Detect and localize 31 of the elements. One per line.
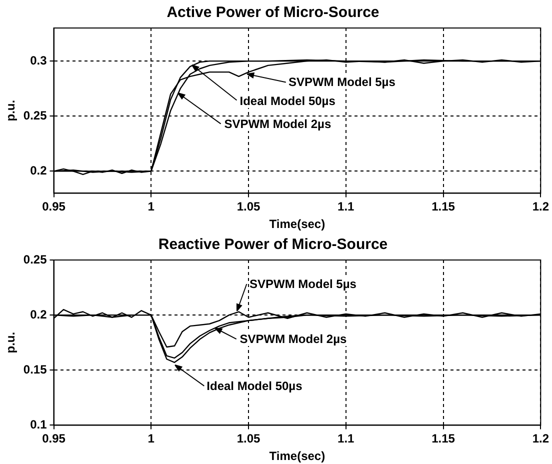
annotation: Ideal Model 50µs [206, 378, 304, 393]
x-tick-label: 1.15 [432, 200, 456, 214]
annotation: SVPWM Model 5µs [248, 277, 358, 292]
y-tick-label: 0.2 [30, 307, 48, 322]
x-axis-title: Time(sec) [269, 449, 326, 464]
annotation: SVPWM Model 5µs [287, 74, 396, 89]
x-tick-label: 1.15 [432, 432, 456, 446]
x-tick-label: 1 [148, 200, 155, 214]
x-axis-title: Time(sec) [269, 217, 326, 232]
x-tick-label: 1.05 [236, 432, 261, 446]
annotation: SVPWM Model 2µs [223, 116, 332, 131]
x-tick-label: 0.95 [42, 432, 66, 446]
y-tick-label: 0.15 [23, 362, 48, 376]
x-tick-label: 1 [148, 432, 155, 446]
y-tick-label: 0.3 [30, 53, 48, 68]
x-tick-label: 1.2 [532, 200, 550, 214]
y-axis-title: p.u. [4, 100, 18, 122]
chart-title: Active Power of Micro-Source [166, 4, 380, 22]
annotation: Ideal Model 50µs [238, 94, 336, 108]
x-tick-label: 1.1 [338, 200, 355, 214]
y-tick-label: 0.25 [23, 108, 48, 122]
x-tick-label: 1.05 [236, 200, 261, 214]
x-tick-label: 1.1 [338, 432, 355, 446]
y-axis-title: p.u. [4, 332, 18, 354]
y-tick-label: 0.25 [23, 252, 48, 266]
x-tick-label: 0.95 [42, 200, 66, 214]
chart-title: Reactive Power of Micro-Source [158, 236, 388, 254]
y-tick-label: 0.1 [30, 418, 48, 432]
x-tick-label: 1.2 [532, 432, 550, 446]
annotation: SVPWM Model 2µs [238, 332, 348, 346]
y-tick-label: 0.2 [30, 163, 48, 178]
